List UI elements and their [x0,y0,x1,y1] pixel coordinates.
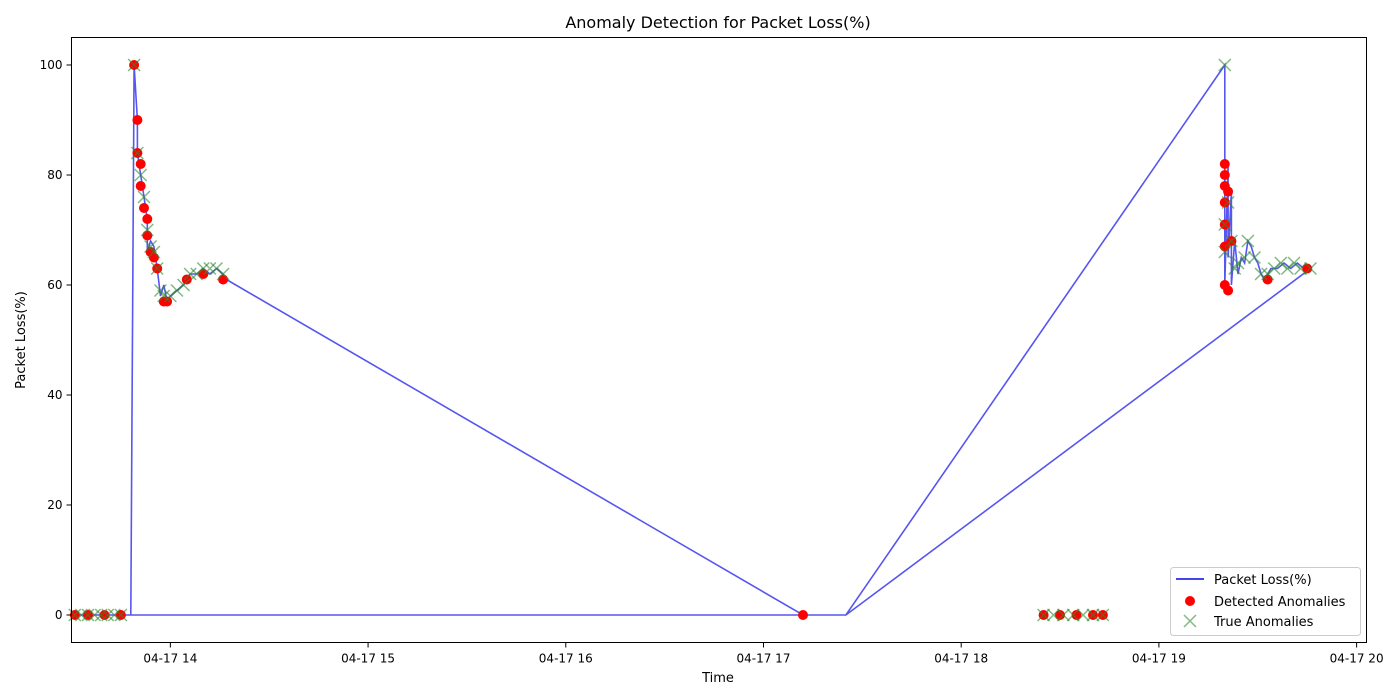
true-anomaly-point [170,283,184,298]
legend: Packet Loss(%) Detected Anomalies True A… [1170,567,1361,636]
x-axis-label: Time [701,671,734,686]
detected-anomaly-point [142,214,153,224]
detected-anomaly-point [1219,170,1230,180]
true-anomaly-point [74,608,88,622]
true-anomaly-point [101,608,115,622]
true-anomaly-point [1066,608,1080,622]
plot-frame [71,37,1367,643]
true-anomaly-point [1086,608,1100,622]
y-tick-label: 80 [47,168,62,182]
true-anomaly-point [107,608,121,622]
true-anomaly-point [1254,267,1268,281]
true-anomaly-point [137,190,151,204]
detected-anomaly-point [135,159,146,169]
true-anomaly-point [1221,195,1235,210]
detected-anomaly-point [1071,610,1082,620]
true-anomaly-point [94,608,108,622]
detected-anomaly-point [148,252,159,263]
legend-dot-swatch [1185,596,1195,606]
true-anomaly-point [150,261,164,276]
true-anomaly-point [1274,256,1288,270]
detected-anomaly-point [132,115,143,125]
x-tick-label: 04-17 14 [143,652,197,666]
legend-label: Detected Anomalies [1214,595,1346,610]
detected-anomaly-point [135,181,146,191]
true-anomaly-point [114,608,128,622]
true-anomaly-point [88,608,102,622]
detected-anomaly-point [142,230,153,241]
x-axis: 04-17 14 04-17 15 04-17 16 04-17 17 04-17 18… [143,642,1384,666]
true-anomaly-point [130,146,144,160]
true-anomaly-point [1287,256,1301,270]
detected-anomaly-point [1055,610,1065,620]
detected-anomaly-point [798,610,808,620]
legend-box [1170,567,1361,636]
detected-anomaly-point [162,296,173,307]
y-tick-label: 20 [47,498,62,512]
x-tick-label: 04-17 15 [341,652,395,666]
true-anomaly-point [196,261,210,276]
true-anomaly-point [209,261,224,276]
detected-anomaly-point [99,610,110,620]
true-anomaly-point [1261,267,1275,281]
y-axis-label: Packet Loss(%) [14,291,29,389]
detected-anomaly-point [1302,263,1313,274]
detected-anomaly-point [139,203,149,213]
x-tick-label: 04-17 19 [1132,652,1186,666]
true-anomaly-point [216,267,230,281]
legend-x-swatch [1183,614,1197,628]
legend-label: True Anomalies [1213,615,1314,630]
plot-marks [68,58,1318,622]
true-anomaly-point [177,278,191,292]
detected-anomaly-point [1219,159,1230,169]
x-tick-label: 04-17 16 [539,652,593,666]
y-tick-label: 100 [40,58,63,72]
chart-title: Anomaly Detection for Packet Loss(%) [565,13,870,32]
true-anomaly-point [183,267,197,281]
x-tick-label: 04-17 17 [737,652,791,666]
true-anomaly-point [81,608,95,622]
true-anomaly-point [140,223,154,237]
true-anomaly-point [1046,608,1060,622]
true-anomaly-point [68,608,82,622]
true-anomaly-point [1218,58,1232,72]
true-anomaly-point [1294,261,1308,276]
true-anomaly-point [1076,608,1090,622]
detected-anomaly-point [1219,197,1230,208]
y-tick-label: 60 [47,278,62,292]
true-anomaly-point [1218,217,1232,232]
x-tick-label: 04-17 20 [1330,652,1384,666]
x-tick-label: 04-17 18 [934,652,988,666]
true-anomaly-point [134,168,148,182]
true-anomaly-point [147,245,161,259]
true-anomaly-point [1238,250,1252,265]
true-anomaly-point [190,267,204,281]
true-anomaly-point [1267,261,1281,276]
packet-loss-line [74,62,1313,616]
true-anomaly-point [1056,608,1070,622]
true-anomaly-point [1247,250,1261,265]
y-tick-label: 0 [55,608,63,622]
true-anomaly-point [1096,608,1110,622]
detected-anomaly-point [1223,186,1234,197]
true-anomaly-point [1224,234,1238,248]
true-anomaly-point [127,58,141,72]
true-anomaly-point [203,261,217,276]
true-anomaly-point [1037,608,1051,622]
true-anomaly-point [157,289,171,303]
y-axis: 0 20 40 60 80 100 [40,58,72,622]
true-anomaly-point [163,289,177,303]
y-tick-label: 40 [47,388,62,402]
true-anomaly-point [1231,256,1245,270]
detected-anomaly-point [218,274,229,285]
detected-anomaly-point [181,274,192,285]
true-anomaly-point [1280,261,1294,276]
detected-anomaly-point [1223,285,1234,296]
true-anomaly-point [1241,234,1255,248]
true-anomaly-point [1303,261,1318,276]
legend-label: Packet Loss(%) [1214,573,1312,588]
true-anomaly-point [1218,245,1232,259]
